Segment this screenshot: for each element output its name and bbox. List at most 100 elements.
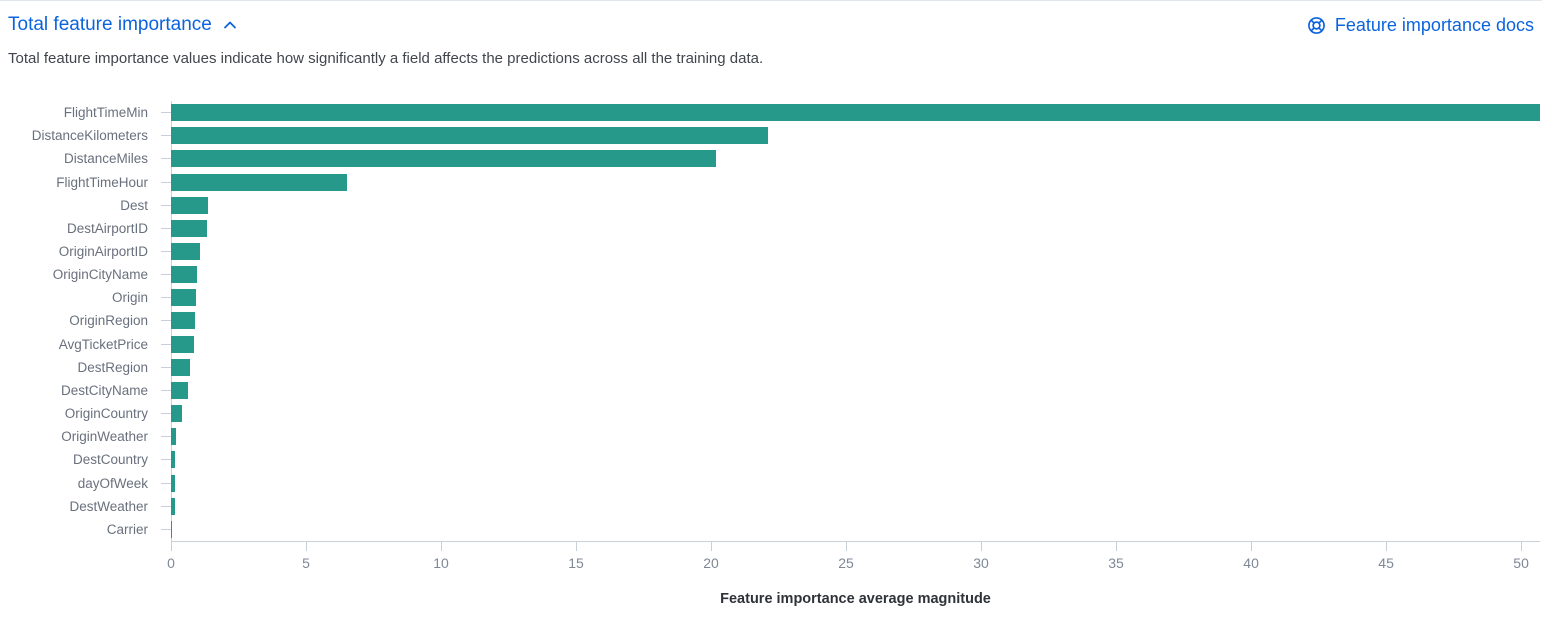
chart-row: DestCountry [8,448,1540,471]
panel-title: Total feature importance [8,14,212,35]
y-tick-mark [161,227,171,229]
feature-importance-bar[interactable] [171,127,768,145]
y-axis-label: dayOfWeek [77,475,148,491]
bar-zone [171,474,1540,492]
feature-importance-bar[interactable] [171,243,200,261]
y-tick-mark [161,320,171,322]
y-tick-zone [148,147,171,170]
y-axis-label: OriginWeather [61,429,148,445]
y-tick-zone [148,333,171,356]
y-tick-mark [161,389,171,391]
bar-zone [171,243,1540,261]
y-tick-zone [148,101,171,124]
y-axis-label: Carrier [106,521,148,537]
x-tick-label: 45 [1378,555,1394,571]
chart-row: dayOfWeek [8,472,1540,495]
y-tick-zone [148,402,171,425]
x-tick-label: 25 [838,555,854,571]
chart-row: DistanceMiles [8,147,1540,170]
y-tick-mark [161,251,171,253]
y-axis-label: DistanceKilometers [31,128,148,144]
chart-row: OriginCountry [8,402,1540,425]
y-tick-mark [161,366,171,368]
chart-row: OriginRegion [8,309,1540,332]
y-tick-zone [148,286,171,309]
feature-importance-bar[interactable] [171,474,176,492]
y-axis-label: OriginCityName [52,267,148,283]
x-tick-label: 35 [1108,555,1124,571]
feature-importance-bar[interactable] [171,381,188,399]
y-axis-label: DestRegion [77,359,148,375]
y-tick-zone [148,263,171,286]
bar-zone [171,289,1540,307]
y-tick-mark [161,482,171,484]
y-axis-label: OriginCountry [64,406,148,422]
x-tick-mark [171,542,172,551]
x-tick-mark [576,542,578,551]
y-axis-label: FlightTimeHour [56,174,148,190]
y-axis-label: OriginRegion [69,313,148,329]
feature-importance-bar[interactable] [171,405,183,423]
docs-link-label: Feature importance docs [1334,14,1534,35]
y-tick-mark [161,181,171,183]
x-tick-mark [711,542,713,551]
y-tick-mark [161,204,171,206]
feature-importance-bar[interactable] [171,520,173,538]
y-tick-mark [161,436,171,438]
bar-zone [171,104,1540,122]
y-tick-zone [148,379,171,402]
y-tick-mark [161,112,171,114]
panel-header: Total feature importance Feature importa… [8,14,1534,36]
x-tick-mark [981,542,983,551]
feature-importance-bar[interactable] [171,451,176,469]
bar-zone [171,219,1540,237]
feature-importance-bar[interactable] [171,289,197,307]
y-axis-label: DestCountry [72,452,148,468]
y-tick-zone [148,495,171,518]
bar-zone [171,150,1540,168]
bar-zone [171,381,1540,399]
feature-importance-bar[interactable] [171,104,1540,122]
y-axis-label: FlightTimeMin [63,105,148,121]
total-feature-importance-toggle[interactable]: Total feature importance [8,14,238,36]
y-tick-mark [161,505,171,507]
y-axis-label: DestCityName [60,382,148,398]
x-tick-label: 10 [433,555,449,571]
bar-zone [171,127,1540,145]
x-tick-mark [846,542,848,551]
chart-row: OriginWeather [8,425,1540,448]
feature-importance-bar[interactable] [171,150,717,168]
chart-row: DestRegion [8,356,1540,379]
x-tick-mark [1521,542,1523,551]
chart-row: Carrier [8,518,1540,541]
feature-importance-bar[interactable] [171,196,208,214]
y-tick-zone [148,194,171,217]
feature-importance-bar[interactable] [171,312,195,330]
y-tick-zone [148,448,171,471]
y-axis-label: DistanceMiles [63,151,148,167]
chart-row: DestCityName [8,379,1540,402]
feature-importance-bar[interactable] [171,358,190,376]
bar-zone [171,358,1540,376]
bar-zone [171,497,1540,515]
feature-importance-bar[interactable] [171,428,177,446]
panel-description: Total feature importance values indicate… [8,50,764,67]
feature-importance-bar[interactable] [171,335,194,353]
y-tick-zone [148,309,171,332]
x-tick-mark [1386,542,1388,551]
feature-importance-bar[interactable] [171,266,198,284]
bar-zone [171,520,1540,538]
feature-importance-bar[interactable] [171,173,347,191]
x-tick-mark [1251,542,1253,551]
bar-zone [171,335,1540,353]
x-tick-label: 30 [973,555,989,571]
chart-row: OriginCityName [8,263,1540,286]
feature-importance-docs-link[interactable]: Feature importance docs [1306,15,1534,36]
y-tick-zone [148,170,171,193]
feature-importance-bar[interactable] [171,497,175,515]
x-tick-mark [306,542,307,551]
feature-importance-bar[interactable] [171,219,207,237]
x-tick-label: 40 [1243,555,1259,571]
y-tick-mark [161,297,171,299]
